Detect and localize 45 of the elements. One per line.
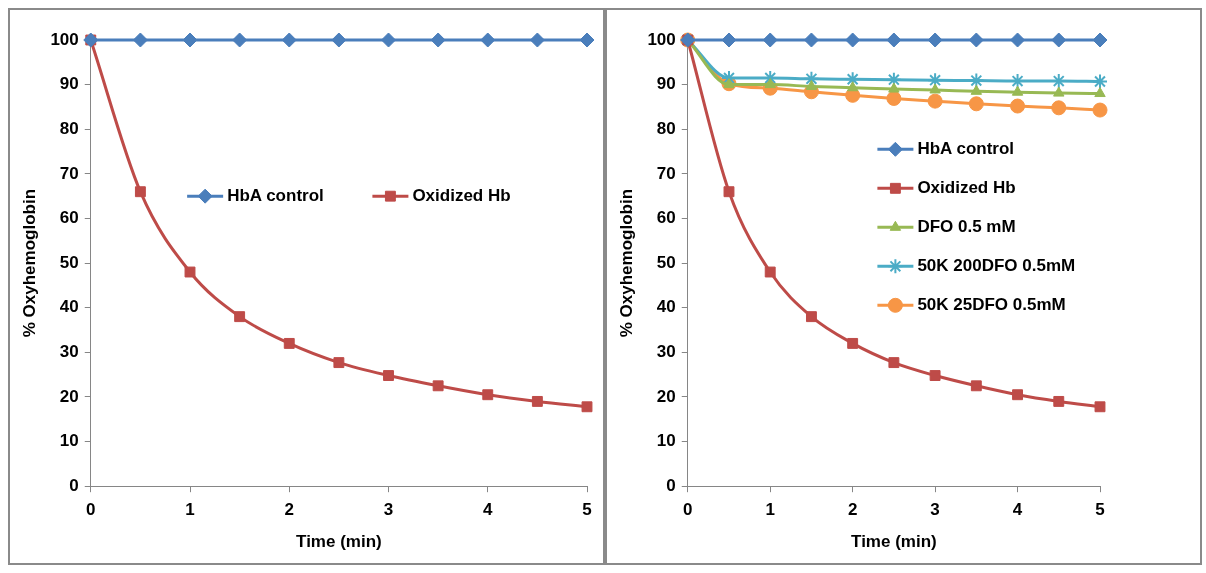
x-tick-label: 2 — [847, 500, 858, 520]
y-tick-label: 10 — [59, 431, 79, 451]
y-tick-label: 40 — [656, 297, 676, 317]
x-tick-label: 1 — [185, 500, 195, 520]
y-tick-label: 20 — [59, 386, 79, 406]
y-tick-label: 0 — [666, 475, 676, 495]
x-tick-label: 1 — [765, 500, 775, 520]
legend-label: DFO 0.5 mM — [917, 217, 1016, 237]
x-tick-label: 3 — [930, 500, 940, 520]
y-tick-label: 30 — [656, 342, 676, 362]
legend-label: 50K 25DFO 0.5mM — [917, 295, 1066, 315]
legend-label: Oxidized Hb — [412, 185, 511, 205]
y-tick-label: 10 — [656, 431, 676, 451]
legend-label: HbA control — [227, 185, 324, 205]
y-tick-label: 70 — [656, 163, 676, 183]
legend-label: Oxidized Hb — [917, 178, 1016, 198]
x-axis-title: Time (min) — [296, 532, 382, 552]
y-axis-title: % Oxyhemoglobin — [19, 188, 39, 338]
y-tick-label: 60 — [59, 208, 79, 228]
x-tick-label: 5 — [1095, 500, 1105, 520]
y-tick-label: 70 — [59, 163, 79, 183]
y-tick-label: 90 — [59, 74, 79, 94]
y-tick-label: 80 — [656, 118, 676, 138]
x-tick-label: 4 — [1012, 500, 1023, 520]
y-tick-label: 80 — [59, 118, 79, 138]
y-tick-label: 90 — [656, 74, 676, 94]
y-tick-label: 30 — [59, 342, 79, 362]
x-tick-label: 5 — [582, 500, 592, 520]
y-tick-label: 20 — [656, 386, 676, 406]
y-tick-label: 50 — [656, 252, 676, 272]
x-tick-label: 0 — [86, 500, 96, 520]
y-tick-label: 100 — [647, 29, 676, 49]
y-tick-label: 40 — [59, 297, 79, 317]
y-tick-label: 60 — [656, 208, 676, 228]
x-tick-label: 3 — [383, 500, 394, 520]
y-tick-label: 50 — [59, 252, 79, 272]
y-tick-label: 100 — [50, 29, 79, 49]
legend-label: HbA control — [917, 139, 1015, 159]
x-tick-label: 0 — [683, 500, 693, 520]
y-tick-label: 0 — [69, 475, 79, 495]
x-tick-label: 2 — [284, 500, 294, 520]
y-axis-title: % Oxyhemoglobin — [616, 188, 636, 338]
x-axis-title: Time (min) — [851, 532, 937, 552]
legend-label: 50K 200DFO 0.5mM — [917, 256, 1076, 276]
x-tick-label: 4 — [483, 500, 494, 520]
